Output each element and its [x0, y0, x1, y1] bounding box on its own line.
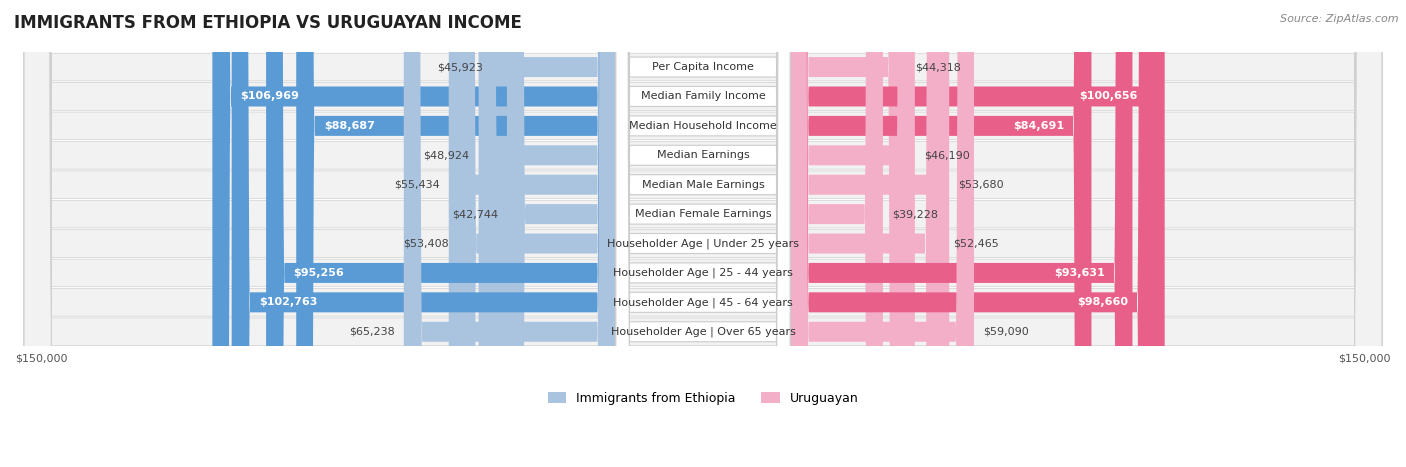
- FancyBboxPatch shape: [616, 0, 790, 467]
- FancyBboxPatch shape: [212, 0, 616, 467]
- Text: $46,190: $46,190: [924, 150, 970, 160]
- FancyBboxPatch shape: [24, 0, 1382, 467]
- FancyBboxPatch shape: [616, 0, 790, 467]
- Text: $102,763: $102,763: [259, 297, 318, 307]
- Text: $59,090: $59,090: [983, 327, 1029, 337]
- FancyBboxPatch shape: [458, 0, 616, 467]
- FancyBboxPatch shape: [616, 0, 790, 467]
- Text: Median Male Earnings: Median Male Earnings: [641, 180, 765, 190]
- Text: Householder Age | Over 65 years: Householder Age | Over 65 years: [610, 326, 796, 337]
- FancyBboxPatch shape: [616, 0, 790, 467]
- Text: $42,744: $42,744: [451, 209, 498, 219]
- Text: $48,924: $48,924: [423, 150, 470, 160]
- Text: $53,408: $53,408: [404, 239, 449, 248]
- FancyBboxPatch shape: [616, 0, 790, 467]
- FancyBboxPatch shape: [24, 0, 1382, 467]
- Text: $52,465: $52,465: [953, 239, 998, 248]
- FancyBboxPatch shape: [24, 0, 1382, 467]
- Text: $150,000: $150,000: [1339, 354, 1391, 364]
- FancyBboxPatch shape: [790, 0, 1164, 467]
- Text: $100,656: $100,656: [1078, 92, 1137, 101]
- FancyBboxPatch shape: [24, 0, 1382, 467]
- Text: IMMIGRANTS FROM ETHIOPIA VS URUGUAYAN INCOME: IMMIGRANTS FROM ETHIOPIA VS URUGUAYAN IN…: [14, 14, 522, 32]
- FancyBboxPatch shape: [297, 0, 616, 467]
- FancyBboxPatch shape: [508, 0, 616, 467]
- Text: $55,434: $55,434: [394, 180, 440, 190]
- Text: $53,680: $53,680: [959, 180, 1004, 190]
- FancyBboxPatch shape: [790, 0, 1156, 467]
- Text: Householder Age | Under 25 years: Householder Age | Under 25 years: [607, 238, 799, 249]
- Text: $98,660: $98,660: [1077, 297, 1128, 307]
- FancyBboxPatch shape: [24, 0, 1382, 467]
- FancyBboxPatch shape: [790, 0, 883, 467]
- Text: $106,969: $106,969: [240, 92, 298, 101]
- FancyBboxPatch shape: [790, 0, 1091, 467]
- FancyBboxPatch shape: [790, 0, 907, 467]
- FancyBboxPatch shape: [790, 0, 915, 467]
- FancyBboxPatch shape: [24, 0, 1382, 467]
- Text: Median Household Income: Median Household Income: [628, 121, 778, 131]
- FancyBboxPatch shape: [790, 0, 974, 467]
- Text: $65,238: $65,238: [349, 327, 395, 337]
- FancyBboxPatch shape: [449, 0, 616, 467]
- Text: $44,318: $44,318: [915, 62, 962, 72]
- FancyBboxPatch shape: [404, 0, 616, 467]
- Text: Median Earnings: Median Earnings: [657, 150, 749, 160]
- Text: Householder Age | 25 - 44 years: Householder Age | 25 - 44 years: [613, 268, 793, 278]
- FancyBboxPatch shape: [24, 0, 1382, 467]
- Text: $39,228: $39,228: [891, 209, 938, 219]
- FancyBboxPatch shape: [478, 0, 616, 467]
- FancyBboxPatch shape: [616, 0, 790, 467]
- Text: Source: ZipAtlas.com: Source: ZipAtlas.com: [1281, 14, 1399, 24]
- Text: $93,631: $93,631: [1054, 268, 1105, 278]
- FancyBboxPatch shape: [24, 0, 1382, 467]
- FancyBboxPatch shape: [492, 0, 616, 467]
- FancyBboxPatch shape: [616, 0, 790, 467]
- Text: $95,256: $95,256: [294, 268, 344, 278]
- FancyBboxPatch shape: [790, 0, 943, 467]
- FancyBboxPatch shape: [266, 0, 616, 467]
- FancyBboxPatch shape: [790, 0, 1132, 467]
- Text: Householder Age | 45 - 64 years: Householder Age | 45 - 64 years: [613, 297, 793, 308]
- Text: $45,923: $45,923: [437, 62, 484, 72]
- FancyBboxPatch shape: [24, 0, 1382, 467]
- FancyBboxPatch shape: [232, 0, 616, 467]
- Text: $88,687: $88,687: [323, 121, 374, 131]
- Text: Median Female Earnings: Median Female Earnings: [634, 209, 772, 219]
- Legend: Immigrants from Ethiopia, Uruguayan: Immigrants from Ethiopia, Uruguayan: [547, 392, 859, 405]
- Text: $84,691: $84,691: [1012, 121, 1064, 131]
- FancyBboxPatch shape: [24, 0, 1382, 467]
- Text: Per Capita Income: Per Capita Income: [652, 62, 754, 72]
- Text: Median Family Income: Median Family Income: [641, 92, 765, 101]
- FancyBboxPatch shape: [616, 0, 790, 467]
- FancyBboxPatch shape: [616, 0, 790, 467]
- Text: $150,000: $150,000: [15, 354, 67, 364]
- FancyBboxPatch shape: [616, 0, 790, 467]
- FancyBboxPatch shape: [790, 0, 949, 467]
